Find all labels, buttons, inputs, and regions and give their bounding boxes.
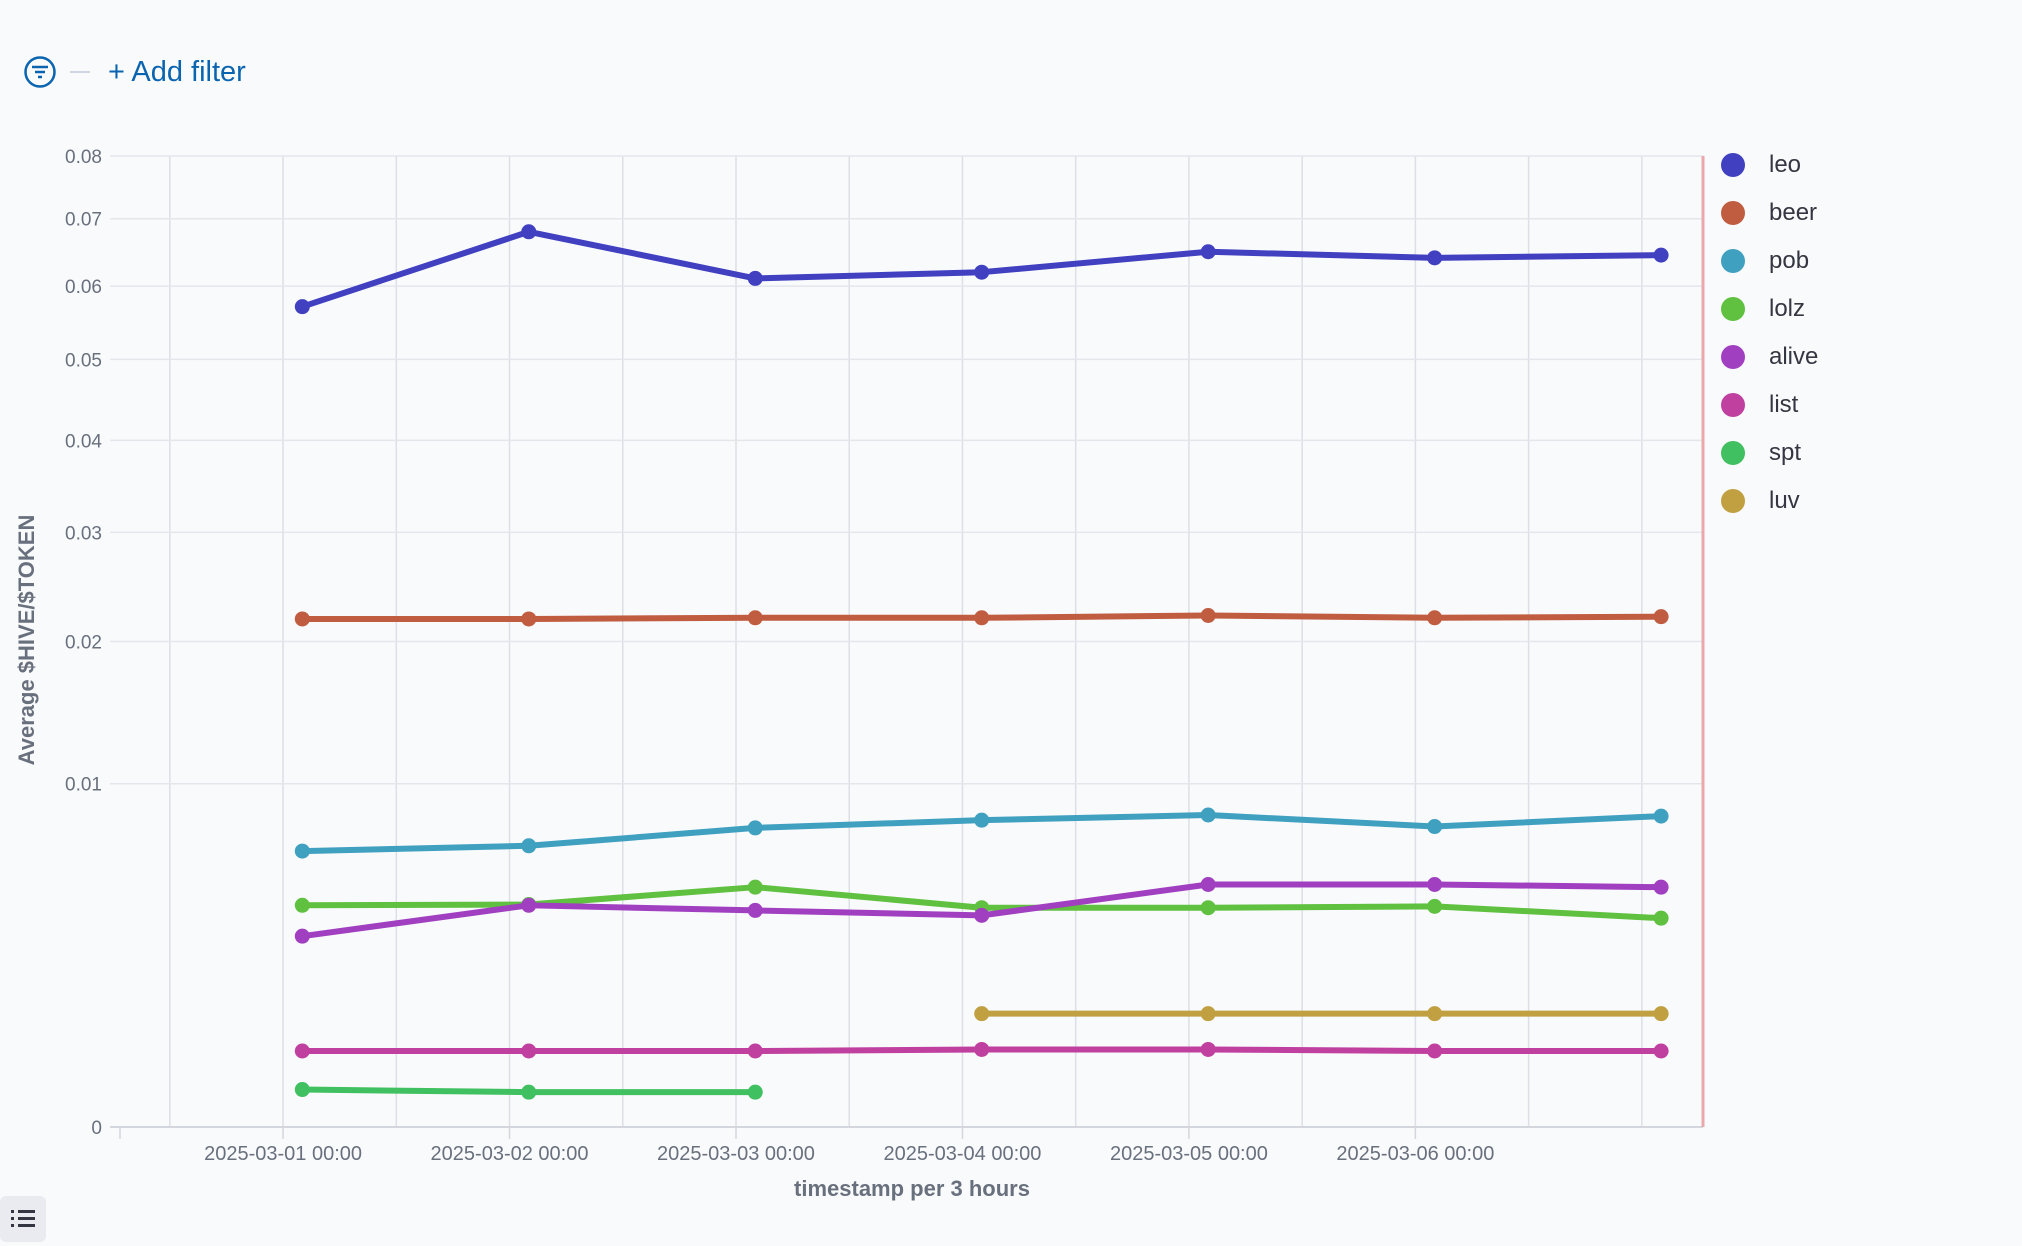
data-point-leo <box>294 299 310 315</box>
data-point-alive <box>521 897 537 913</box>
legend-color-dot <box>1721 297 1745 321</box>
data-point-beer <box>747 610 763 626</box>
legend-color-dot <box>1721 393 1745 417</box>
legend-item-alive[interactable]: alive <box>1721 333 1818 381</box>
legend-label: list <box>1769 391 1799 418</box>
data-point-pob <box>521 838 537 854</box>
data-point-pob <box>747 820 763 836</box>
x-tick-label: 2025-03-06 00:00 <box>1336 1143 1494 1165</box>
y-tick-label: 0.01 <box>65 775 102 796</box>
legend-label: pob <box>1769 247 1810 274</box>
series-layer <box>294 224 1669 1100</box>
data-point-luv <box>974 1006 990 1022</box>
x-tick-label: 2025-03-03 00:00 <box>657 1143 815 1165</box>
data-point-lolz <box>294 897 310 913</box>
legend: leo beer pob lolz alive list spt luv <box>1721 141 1818 525</box>
toggle-legend-button[interactable] <box>0 1196 46 1242</box>
x-tick-label: 2025-03-05 00:00 <box>1110 1143 1268 1165</box>
data-point-luv <box>1653 1006 1669 1022</box>
add-filter-button[interactable]: + Add filter <box>108 55 246 88</box>
y-axis-label: Average $HIVE/$TOKEN <box>14 515 39 766</box>
data-point-leo <box>1653 247 1669 263</box>
data-point-lolz <box>1427 898 1443 914</box>
data-point-leo <box>747 270 763 286</box>
grid <box>110 155 1703 1128</box>
legend-item-lolz[interactable]: lolz <box>1721 285 1818 333</box>
data-point-beer <box>294 611 310 627</box>
data-point-beer <box>1653 609 1669 625</box>
data-point-alive <box>974 907 990 923</box>
y-tick-label: 0 <box>91 1118 102 1139</box>
x-axis-label: timestamp per 3 hours <box>794 1176 1030 1201</box>
legend-item-spt[interactable]: spt <box>1721 429 1818 477</box>
data-point-pob <box>294 843 310 859</box>
data-point-lolz <box>1200 900 1216 916</box>
filter-icon[interactable] <box>24 56 56 88</box>
legend-color-dot <box>1721 201 1745 225</box>
data-point-list <box>747 1043 763 1059</box>
data-point-beer <box>1200 607 1216 623</box>
data-point-lolz <box>747 879 763 895</box>
legend-label: spt <box>1769 439 1802 466</box>
y-tick-label: 0.05 <box>65 350 102 371</box>
y-tick-label: 0.02 <box>65 633 102 654</box>
data-point-luv <box>1427 1006 1443 1022</box>
data-point-lolz <box>1653 910 1669 926</box>
data-point-pob <box>974 812 990 828</box>
legend-label: lolz <box>1769 295 1806 322</box>
legend-label: leo <box>1769 151 1802 178</box>
y-tick-label: 0.06 <box>65 277 102 298</box>
data-point-luv <box>1200 1006 1216 1022</box>
data-point-list <box>521 1043 537 1059</box>
filter-bar: + Add filter <box>24 52 246 92</box>
data-point-list <box>1653 1043 1669 1059</box>
axes: 0 0.01 0.02 0.03 0.04 0.05 0.06 0.07 0.08 2025-03… <box>65 147 1705 1165</box>
data-point-beer <box>1427 610 1443 626</box>
data-point-pob <box>1427 819 1443 835</box>
data-point-alive <box>1200 876 1216 892</box>
x-tick-label: 2025-03-04 00:00 <box>883 1143 1041 1165</box>
data-point-leo <box>1200 244 1216 260</box>
legend-color-dot <box>1721 153 1745 177</box>
legend-item-leo[interactable]: leo <box>1721 141 1818 189</box>
data-point-alive <box>1653 879 1669 895</box>
data-point-spt <box>294 1082 310 1098</box>
data-point-alive <box>1427 876 1443 892</box>
data-point-list <box>1427 1043 1443 1059</box>
legend-label: beer <box>1769 199 1818 226</box>
data-point-pob <box>1200 807 1216 823</box>
x-tick-label: 2025-03-02 00:00 <box>431 1143 589 1165</box>
y-tick-label: 0.03 <box>65 523 102 544</box>
list-icon <box>11 1210 35 1227</box>
data-point-leo <box>1427 250 1443 266</box>
data-point-spt <box>747 1084 763 1100</box>
x-tick-label: 2025-03-01 00:00 <box>204 1143 362 1165</box>
data-point-alive <box>294 928 310 944</box>
legend-color-dot <box>1721 345 1745 369</box>
y-tick-label: 0.07 <box>65 210 102 231</box>
data-point-list <box>294 1043 310 1059</box>
legend-item-luv[interactable]: luv <box>1721 477 1818 525</box>
legend-label: luv <box>1769 487 1800 514</box>
divider <box>70 71 90 73</box>
data-point-spt <box>521 1084 537 1100</box>
data-point-beer <box>974 610 990 626</box>
data-point-alive <box>747 902 763 918</box>
data-point-pob <box>1653 808 1669 824</box>
legend-color-dot <box>1721 249 1745 273</box>
data-point-list <box>974 1041 990 1057</box>
legend-item-list[interactable]: list <box>1721 381 1818 429</box>
legend-item-pob[interactable]: pob <box>1721 237 1818 285</box>
y-tick-label: 0.08 <box>65 147 102 168</box>
legend-label: alive <box>1769 343 1819 370</box>
legend-color-dot <box>1721 489 1745 513</box>
legend-color-dot <box>1721 441 1745 465</box>
data-point-beer <box>521 611 537 627</box>
y-tick-label: 0.04 <box>65 431 102 452</box>
data-point-list <box>1200 1041 1216 1057</box>
data-point-leo <box>521 224 537 240</box>
legend-item-beer[interactable]: beer <box>1721 189 1818 237</box>
data-point-leo <box>974 264 990 280</box>
